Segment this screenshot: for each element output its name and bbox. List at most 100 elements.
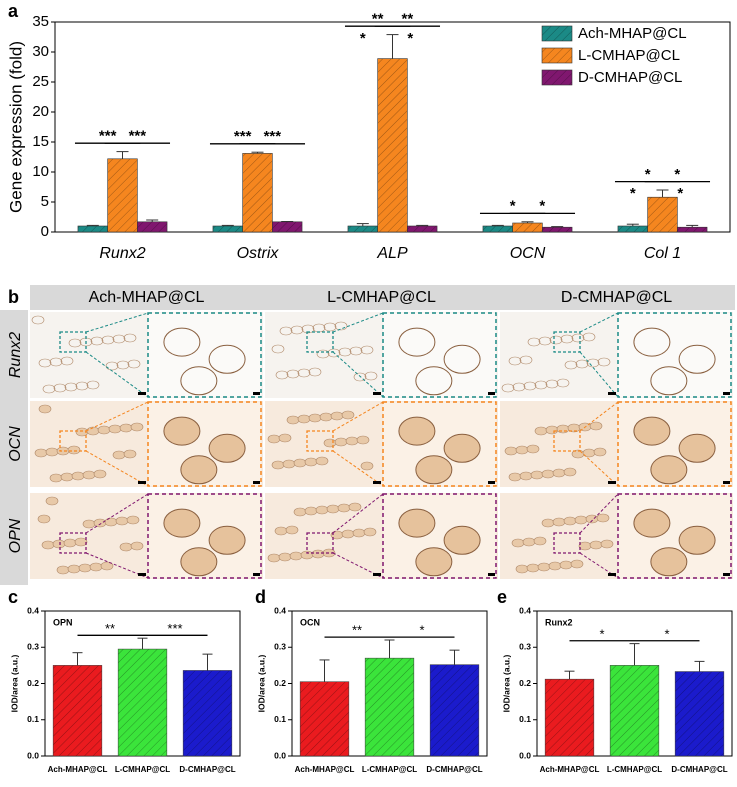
y-tick-label: 0.4 [519, 605, 531, 615]
y-axis-label: Gene expression (fold) [6, 41, 25, 213]
cell [123, 449, 137, 459]
cell [116, 360, 130, 370]
zoom-link [579, 493, 619, 534]
bar [407, 225, 438, 233]
cell [311, 549, 325, 559]
cell [364, 371, 378, 381]
zoom-cell [443, 433, 481, 463]
bar [647, 196, 678, 233]
cell [63, 538, 77, 548]
x-tick-label: ALP [376, 245, 408, 262]
scale-bar [138, 573, 146, 576]
cell [337, 503, 351, 513]
cell [582, 332, 596, 342]
significance-label: * [539, 198, 545, 215]
cell [349, 346, 363, 356]
x-tick-label: Runx2 [99, 245, 145, 262]
scale-bar [488, 481, 495, 484]
zoom-region [306, 430, 334, 452]
chart-title: OPN [53, 617, 73, 627]
x-tick-label: OCN [510, 245, 546, 262]
y-tick-label: 0.0 [519, 750, 531, 760]
zoom-cell [208, 433, 246, 463]
error-bar [72, 652, 83, 666]
zoom-link [332, 312, 384, 333]
y-tick-label: 5 [41, 193, 49, 210]
cell [278, 552, 292, 562]
header-band [30, 285, 735, 310]
zoom-cell [415, 366, 453, 396]
bar [512, 222, 543, 233]
zoom-region [59, 331, 87, 353]
significance-label: * [677, 185, 683, 202]
cell [597, 357, 611, 367]
cell [352, 528, 366, 538]
row-header: OPN [7, 518, 24, 553]
cell [123, 333, 137, 343]
cell [82, 470, 96, 480]
y-tick-label: 15 [32, 133, 49, 150]
row-header: OCN [7, 426, 24, 462]
cell [286, 415, 300, 425]
zoom-region [59, 430, 87, 452]
cell [353, 372, 367, 382]
cell [519, 355, 533, 365]
x-tick-label: L-CMHAP@CL [115, 765, 170, 774]
bar [609, 665, 660, 757]
cell [108, 424, 122, 434]
zoom-cell [208, 344, 246, 374]
legend-swatch [541, 25, 573, 42]
cell [341, 410, 355, 420]
scale-bar [723, 392, 730, 395]
row-header: Runx2 [7, 332, 24, 378]
cell [600, 539, 614, 549]
cell [112, 450, 126, 460]
y-tick-label: 10 [32, 163, 49, 180]
bar [617, 225, 648, 233]
cell [290, 325, 304, 335]
bar [482, 225, 513, 233]
bar [299, 681, 350, 757]
significance-label: *** [99, 127, 117, 144]
cell [526, 444, 540, 454]
error-bar [551, 226, 564, 228]
zoom-cell [208, 525, 246, 555]
y-tick-label: 0.4 [27, 605, 39, 615]
y-tick-label: 30 [32, 43, 49, 60]
zoom-cell [398, 327, 436, 357]
cell [308, 413, 322, 423]
cell [267, 553, 281, 563]
x-tick-label: D-CMHAP@CL [179, 765, 235, 774]
zoom-image [382, 312, 497, 398]
y-tick-label: 0.1 [519, 714, 531, 724]
cell [68, 338, 82, 348]
zoom-image [617, 312, 732, 398]
cell [527, 337, 541, 347]
cell [326, 504, 340, 514]
y-tick-label: 0.1 [274, 714, 286, 724]
cell [327, 348, 341, 358]
zoom-cell [163, 416, 201, 446]
zoom-cell [443, 525, 481, 555]
bar [347, 225, 378, 233]
significance-label: ** [105, 621, 115, 636]
cell [267, 434, 281, 444]
x-tick-label: D-CMHAP@CL [671, 765, 727, 774]
cell [271, 460, 285, 470]
y-axis-label: IOD/area (a.u.) [256, 655, 266, 713]
cell [64, 382, 78, 392]
cell [323, 438, 337, 448]
cell [512, 382, 526, 392]
bar [242, 153, 273, 233]
zoom-cell [398, 508, 436, 538]
legend-label: Ach-MHAP@CL [578, 25, 687, 42]
cell [308, 367, 322, 377]
cell [38, 404, 52, 414]
zoom-region [553, 430, 581, 452]
cell [330, 411, 344, 421]
zoom-cell [415, 455, 453, 485]
cell [552, 517, 566, 527]
chart-title: OCN [300, 617, 320, 627]
y-tick-label: 0.2 [274, 678, 286, 688]
